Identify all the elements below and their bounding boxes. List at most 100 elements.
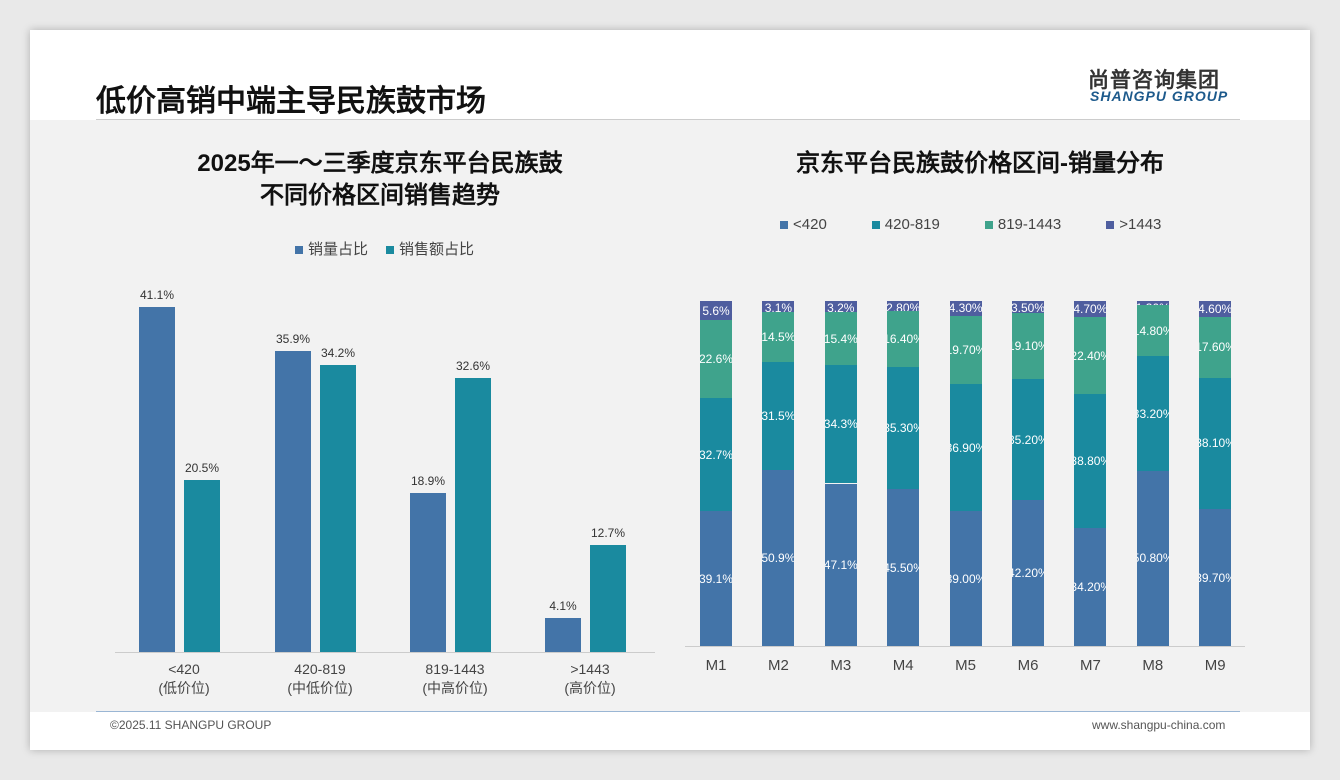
x-tick-label: M9 bbox=[1204, 657, 1226, 674]
bar bbox=[184, 479, 220, 652]
stacked-segment: 14.5% bbox=[762, 311, 795, 362]
segment-label: 3.1% bbox=[764, 301, 793, 312]
legend-swatch bbox=[780, 221, 788, 229]
x-tick-label: M7 bbox=[1079, 657, 1101, 674]
stacked-segment: 50.80% bbox=[1136, 470, 1169, 646]
stacked-segment: 4.70% bbox=[1074, 301, 1107, 318]
bar bbox=[275, 350, 311, 652]
stacked-segment: 39.70% bbox=[1199, 509, 1232, 646]
stacked-segment: 19.10% bbox=[1012, 313, 1044, 379]
data-label: 4.1% bbox=[549, 598, 577, 613]
segment-label: 14.5% bbox=[762, 329, 795, 344]
bar bbox=[139, 307, 175, 652]
legend-item: >1443 bbox=[1106, 216, 1161, 233]
x-tick-label: M6 bbox=[1017, 657, 1039, 674]
segment-label: 3.2% bbox=[827, 301, 855, 313]
legend-item: 420-819 bbox=[871, 216, 940, 233]
right-x-axis bbox=[685, 646, 1245, 647]
x-tick-label: M5 bbox=[955, 657, 977, 674]
stacked-segment: 22.6% bbox=[700, 320, 732, 399]
segment-label: 4.30% bbox=[949, 301, 982, 316]
left-x-axis bbox=[115, 652, 655, 653]
data-label: 12.7% bbox=[590, 526, 626, 541]
x-tick-label: M2 bbox=[767, 657, 789, 674]
stacked-segment: 32.7% bbox=[700, 398, 732, 512]
data-label: 35.9% bbox=[275, 331, 311, 346]
segment-label: 22.6% bbox=[700, 352, 732, 367]
title-divider bbox=[96, 119, 1240, 120]
x-tick-label: 819-1443 (中高价位) bbox=[400, 660, 510, 698]
stacked-segment: 35.20% bbox=[1012, 378, 1044, 501]
segment-label: 50.80% bbox=[1137, 551, 1169, 566]
stacked-segment: 5.6% bbox=[700, 301, 732, 321]
stacked-segment: 19.70% bbox=[949, 315, 982, 384]
segment-label: 32.7% bbox=[700, 447, 732, 462]
stacked-segment: 39.00% bbox=[949, 511, 982, 646]
stacked-segment: 34.20% bbox=[1074, 528, 1107, 646]
stacked-segment: 17.60% bbox=[1199, 316, 1232, 378]
legend-label: 销售额占比 bbox=[399, 241, 475, 258]
data-label: 41.1% bbox=[139, 288, 175, 302]
legend-label: 420-819 bbox=[884, 216, 940, 233]
stacked-segment: 4.60% bbox=[1199, 301, 1232, 317]
left-legend: 销量占比 销售额占比 bbox=[295, 238, 474, 259]
stacked-segment: 38.10% bbox=[1199, 377, 1232, 510]
segment-label: 38.10% bbox=[1199, 436, 1231, 451]
segment-label: 4.70% bbox=[1074, 302, 1107, 317]
segment-label: 50.9% bbox=[762, 551, 795, 566]
legend-label: 销量占比 bbox=[308, 241, 369, 258]
bar bbox=[320, 364, 356, 652]
stacked-segment: 50.9% bbox=[762, 470, 795, 646]
segment-label: 39.1% bbox=[700, 571, 732, 586]
segment-label: 45.50% bbox=[887, 560, 919, 575]
x-tick-sub: (高价位) bbox=[564, 680, 616, 696]
legend-swatch bbox=[984, 221, 993, 229]
stacked-segment: 15.4% bbox=[824, 312, 857, 366]
x-tick-label: <420 (低价位) bbox=[129, 660, 239, 698]
x-tick-sub: (中高价位) bbox=[422, 680, 488, 696]
stacked-segment: 4.30% bbox=[949, 301, 982, 316]
stacked-segment: 33.20% bbox=[1136, 356, 1169, 471]
stacked-segment: 22.40% bbox=[1074, 317, 1107, 395]
x-tick-label: >1443 (高价位) bbox=[535, 660, 645, 698]
left-chart-title: 2025年一～三季度京东平台民族鼓 不同价格区间销售趋势 bbox=[140, 148, 620, 212]
legend-item: 销量占比 bbox=[295, 238, 368, 259]
segment-label: 34.20% bbox=[1074, 580, 1106, 595]
legend-swatch bbox=[871, 221, 880, 229]
segment-label: 19.70% bbox=[950, 342, 982, 357]
left-chart-title-line1: 2025年一～三季度京东平台民族鼓 bbox=[197, 150, 563, 177]
legend-label: <420 bbox=[793, 216, 827, 233]
footer-copyright: ©2025.11 SHANGPU GROUP bbox=[110, 718, 272, 732]
segment-label: 38.80% bbox=[1074, 454, 1106, 469]
stacked-segment: 45.50% bbox=[887, 489, 920, 646]
bar bbox=[590, 545, 626, 652]
stacked-segment: 3.50% bbox=[1012, 301, 1044, 314]
data-label: 32.6% bbox=[455, 359, 491, 374]
stacked-segment: 34.3% bbox=[824, 365, 857, 484]
stacked-segment: 14.80% bbox=[1136, 305, 1169, 357]
legend-item: <420 bbox=[780, 216, 827, 233]
legend-label: 819-1443 bbox=[997, 216, 1062, 233]
stacked-segment: 2.80% bbox=[887, 301, 920, 311]
bar bbox=[410, 493, 446, 652]
segment-label: 36.90% bbox=[950, 440, 982, 455]
x-tick-sub: (低价位) bbox=[158, 680, 210, 696]
x-tick-main: >1443 bbox=[570, 661, 610, 677]
segment-label: 2.80% bbox=[887, 301, 920, 311]
segment-label: 34.3% bbox=[824, 417, 857, 432]
stacked-segment: 31.5% bbox=[762, 361, 795, 471]
stacked-segment: 47.1% bbox=[824, 483, 857, 646]
stacked-segment: 38.80% bbox=[1074, 394, 1107, 529]
segment-label: 33.20% bbox=[1137, 406, 1169, 421]
segment-label: 3.50% bbox=[1012, 301, 1044, 314]
right-legend: <420 420-819 819-1443 >1443 bbox=[780, 216, 1161, 233]
segment-label: 47.1% bbox=[824, 557, 857, 572]
footer-divider bbox=[96, 711, 1240, 712]
segment-label: 35.30% bbox=[887, 421, 919, 436]
segment-label: 5.6% bbox=[702, 303, 730, 318]
segment-label: 39.00% bbox=[950, 571, 982, 586]
x-tick-sub: (中低价位) bbox=[287, 680, 353, 696]
right-chart-title: 京东平台民族鼓价格区间-销量分布 bbox=[796, 150, 1164, 177]
stacked-segment: 16.40% bbox=[887, 310, 920, 368]
segment-label: 16.40% bbox=[887, 331, 919, 346]
